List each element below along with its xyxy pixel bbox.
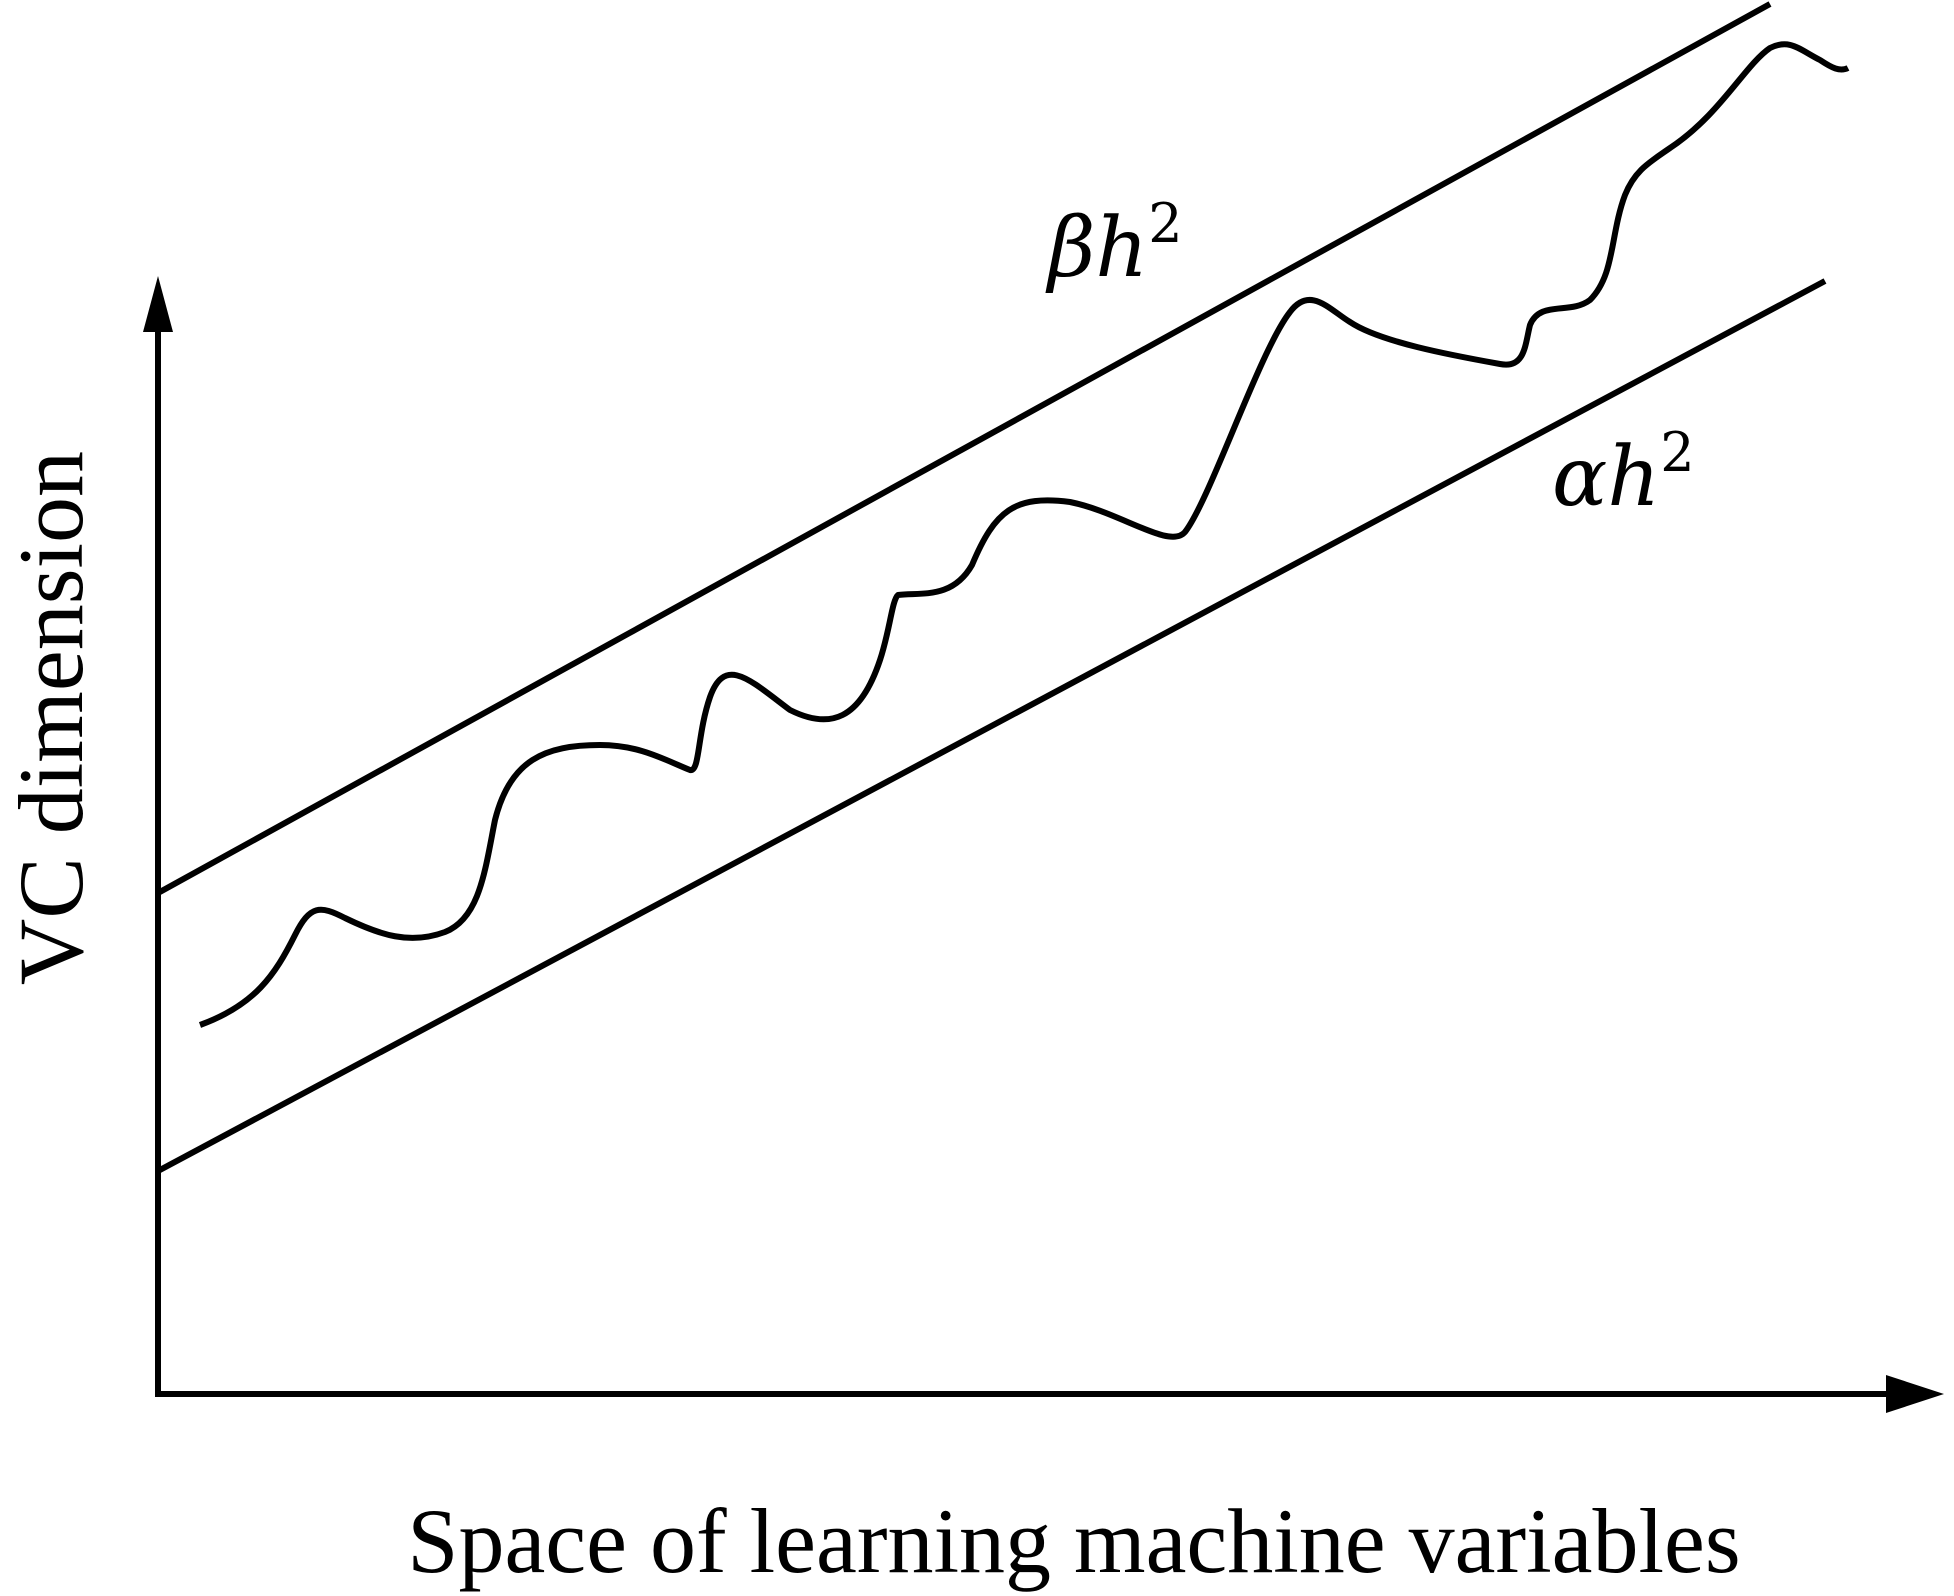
lower-bound-exponent: 2 [1660, 421, 1694, 484]
y-axis-arrow-icon [143, 276, 173, 332]
upper-bound-coefficient: β [1045, 201, 1095, 296]
x-axis-title: Space of learning machine variables [407, 1490, 1740, 1592]
upper-bound-line [156, 1, 1772, 896]
lower-bound-variable: h [1607, 430, 1660, 525]
upper-bound-variable: h [1095, 201, 1148, 296]
lower-bound-line [156, 278, 1827, 1174]
lower-bound-coefficient: α [1552, 430, 1607, 525]
lower-bound-label: αh2 [1552, 421, 1695, 525]
upper-bound-label: βh2 [1045, 192, 1183, 296]
x-axis-arrow-icon [1886, 1375, 1944, 1413]
y-axis-title: VC dimension [0, 451, 102, 985]
vc-dimension-curve [198, 41, 1850, 1028]
upper-bound-exponent: 2 [1148, 192, 1182, 255]
